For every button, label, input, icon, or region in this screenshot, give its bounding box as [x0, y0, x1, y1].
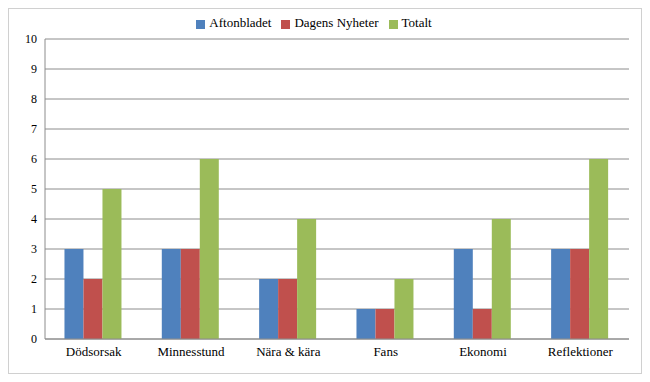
svg-text:7: 7	[31, 122, 37, 136]
svg-text:9: 9	[31, 62, 37, 76]
svg-text:1: 1	[31, 302, 37, 316]
svg-text:0: 0	[31, 332, 37, 346]
svg-text:2: 2	[31, 272, 37, 286]
svg-text:Minnesstund: Minnesstund	[157, 344, 225, 359]
svg-text:6: 6	[31, 152, 37, 166]
svg-text:Reflektioner: Reflektioner	[548, 344, 614, 359]
html-text:Dagens Nyheter: Dagens Nyheter	[294, 15, 379, 30]
html-text:Aftonbladet: Aftonbladet	[209, 15, 272, 30]
svg-text:Ekonomi: Ekonomi	[459, 344, 507, 359]
svg-text:Nära & kära: Nära & kära	[256, 344, 320, 359]
svg-text:3: 3	[31, 242, 37, 256]
html-text:Totalt: Totalt	[401, 15, 432, 30]
svg-text:10: 10	[25, 32, 37, 46]
svg-text:5: 5	[31, 182, 37, 196]
svg-text:4: 4	[31, 212, 37, 226]
svg-text:Dödsorsak: Dödsorsak	[66, 344, 122, 359]
svg-text:Fans: Fans	[373, 344, 398, 359]
svg-text:8: 8	[31, 92, 37, 106]
